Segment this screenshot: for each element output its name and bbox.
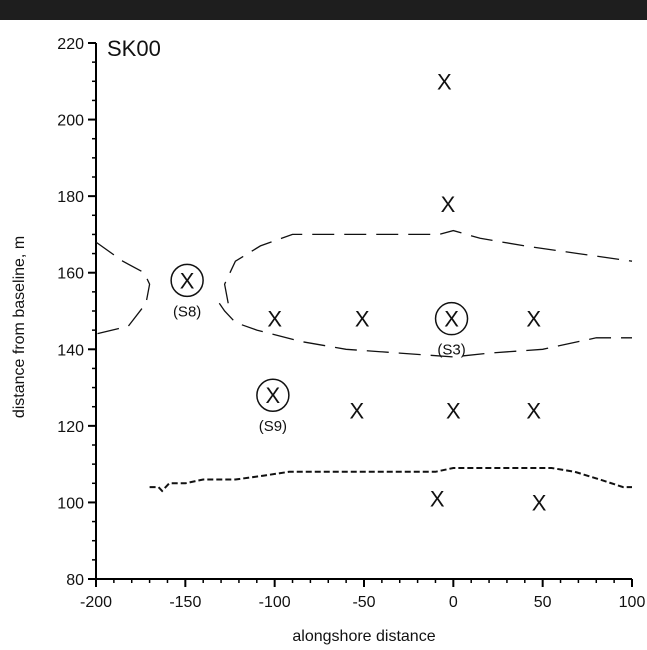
x-tick-label: 50 <box>534 594 552 611</box>
data-point: X <box>350 399 365 424</box>
site-circle <box>434 301 469 336</box>
site-label: (S8) <box>173 303 201 320</box>
data-point: X <box>355 307 370 332</box>
contour-line <box>218 302 632 358</box>
y-tick-label: 100 <box>57 495 84 512</box>
x-axis-title: alongshore distance <box>292 628 435 645</box>
contour-line <box>95 241 151 335</box>
data-point: X <box>526 399 541 424</box>
site-label: (S9) <box>259 418 287 435</box>
y-tick-label: 160 <box>57 266 84 283</box>
y-tick-label: 200 <box>57 113 84 130</box>
site-circle <box>256 378 290 412</box>
y-tick-label: 220 <box>57 36 84 53</box>
panel-title: SK00 <box>107 36 161 61</box>
axis-ticks <box>88 42 633 587</box>
x-tick-label: 0 <box>449 594 458 611</box>
y-tick-label: 180 <box>57 189 84 206</box>
x-tick-label: -200 <box>80 594 112 611</box>
top-dark-bar <box>0 0 647 20</box>
site-circle <box>170 263 204 298</box>
data-point: X <box>267 307 282 332</box>
data-point: X <box>437 69 452 94</box>
data-point: X <box>532 490 547 515</box>
contour-line <box>223 229 633 304</box>
x-tick-label: -150 <box>169 594 201 611</box>
site-point: X <box>444 307 459 332</box>
data-point: X <box>430 487 445 512</box>
data-point: X <box>441 192 456 217</box>
data-point: X <box>446 399 461 424</box>
x-tick-label: -100 <box>259 594 291 611</box>
y-tick-label: 120 <box>57 419 84 436</box>
contour-lines <box>95 229 633 493</box>
site-label: (S3) <box>437 342 465 359</box>
data-marks: X X X X X X X X X X X (S8) X (S3) X (S9) <box>170 69 547 515</box>
y-axis-title: distance from baseline, m <box>11 236 28 418</box>
data-point: X <box>526 307 541 332</box>
axis-tick-labels: 80 100 120 140 160 180 200 220 -200 -150 -100 -50 0 5… <box>57 36 645 611</box>
site-point: X <box>180 268 195 293</box>
site-point: X <box>266 383 281 408</box>
x-tick-label: 100 <box>619 594 646 611</box>
x-tick-label: -50 <box>352 594 375 611</box>
y-tick-label: 80 <box>66 572 84 589</box>
y-tick-label: 140 <box>57 342 84 359</box>
contour-line <box>149 467 632 493</box>
